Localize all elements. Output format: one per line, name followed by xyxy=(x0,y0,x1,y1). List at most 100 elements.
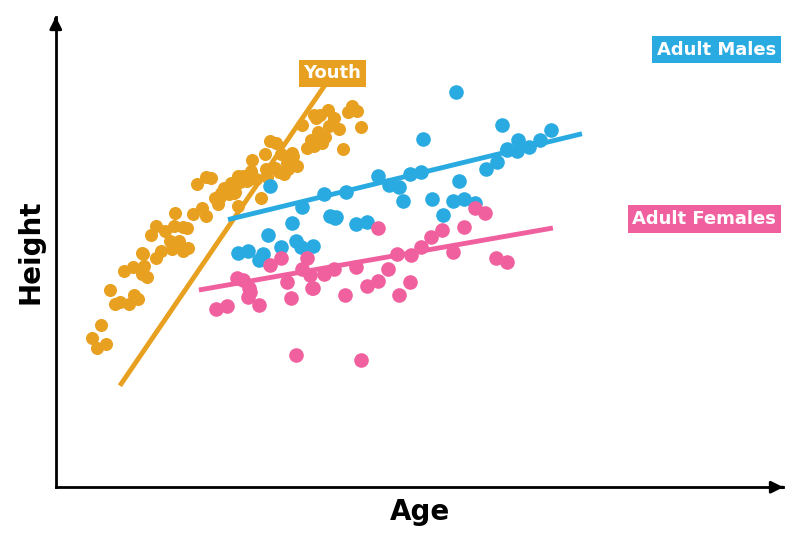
Point xyxy=(501,146,514,155)
Point xyxy=(285,294,298,302)
Point xyxy=(300,143,313,152)
Point xyxy=(296,121,309,130)
Point xyxy=(232,172,245,181)
Point xyxy=(371,172,384,180)
Point xyxy=(90,344,103,352)
Point xyxy=(127,291,140,299)
Point xyxy=(350,220,362,229)
Point xyxy=(95,321,108,330)
Point xyxy=(328,265,341,274)
Point xyxy=(404,250,417,259)
Point xyxy=(425,232,438,241)
Point xyxy=(301,253,314,262)
Point xyxy=(122,299,135,308)
Point xyxy=(231,274,244,282)
Point xyxy=(479,165,492,173)
Point xyxy=(246,156,258,165)
Point xyxy=(436,211,449,219)
Point xyxy=(416,135,429,143)
Point xyxy=(224,179,237,187)
Point xyxy=(290,237,303,245)
Point xyxy=(166,244,178,253)
Point xyxy=(371,224,384,232)
Point xyxy=(236,172,249,180)
Point xyxy=(190,180,203,188)
Point xyxy=(468,204,481,212)
Point xyxy=(318,190,330,199)
Point xyxy=(371,277,384,286)
Point xyxy=(350,263,362,272)
Point xyxy=(350,106,363,115)
Point xyxy=(332,125,345,134)
Point xyxy=(447,197,460,205)
Point xyxy=(141,273,154,281)
Text: Adult Females: Adult Females xyxy=(632,210,776,228)
Point xyxy=(181,224,194,232)
Point xyxy=(218,187,231,196)
Point xyxy=(222,190,235,198)
Text: Youth: Youth xyxy=(303,64,361,82)
Point xyxy=(127,263,140,272)
Point xyxy=(220,302,233,311)
Point xyxy=(316,139,329,148)
Point xyxy=(512,136,525,144)
Point xyxy=(330,213,342,222)
Point xyxy=(436,226,449,235)
Point xyxy=(186,210,199,218)
Point xyxy=(243,287,256,296)
Point xyxy=(154,247,167,256)
Point xyxy=(137,250,150,259)
Point xyxy=(270,139,282,148)
Point xyxy=(243,284,256,293)
Point xyxy=(211,200,224,209)
Point xyxy=(312,128,325,136)
Point xyxy=(138,262,150,270)
Point xyxy=(118,267,130,275)
Point xyxy=(99,339,112,348)
Point xyxy=(393,291,406,299)
Point xyxy=(158,226,171,235)
Point xyxy=(204,174,217,182)
Point xyxy=(253,255,266,264)
Point xyxy=(163,237,176,245)
Point xyxy=(501,144,514,153)
Point xyxy=(278,169,290,178)
Point xyxy=(286,148,298,157)
Point xyxy=(195,204,208,213)
Point xyxy=(414,243,427,251)
Point xyxy=(360,281,373,290)
Point xyxy=(264,182,277,191)
Point xyxy=(274,253,287,262)
Point xyxy=(304,270,317,279)
Point xyxy=(306,283,319,292)
Point xyxy=(262,231,275,239)
Point xyxy=(245,166,258,175)
Point xyxy=(534,136,546,145)
Point xyxy=(209,194,222,203)
Point xyxy=(324,212,337,220)
Point xyxy=(323,122,336,131)
Point xyxy=(259,165,272,174)
Point xyxy=(242,247,255,255)
Point xyxy=(510,147,523,155)
Point xyxy=(414,167,427,176)
Point xyxy=(136,270,149,279)
Point xyxy=(452,176,465,185)
Point xyxy=(490,158,503,167)
Point xyxy=(342,108,354,117)
Point xyxy=(241,177,254,186)
Point xyxy=(135,249,148,257)
Point xyxy=(337,144,350,153)
Text: Adult Males: Adult Males xyxy=(657,41,776,59)
Point xyxy=(446,248,459,256)
Point xyxy=(250,175,263,184)
Point xyxy=(177,247,190,255)
Point xyxy=(237,275,250,284)
Point xyxy=(258,149,271,158)
Point xyxy=(169,209,182,218)
Point xyxy=(305,135,318,144)
Point xyxy=(296,265,309,274)
Point xyxy=(306,283,318,292)
Point xyxy=(224,188,237,197)
Point xyxy=(282,165,294,173)
